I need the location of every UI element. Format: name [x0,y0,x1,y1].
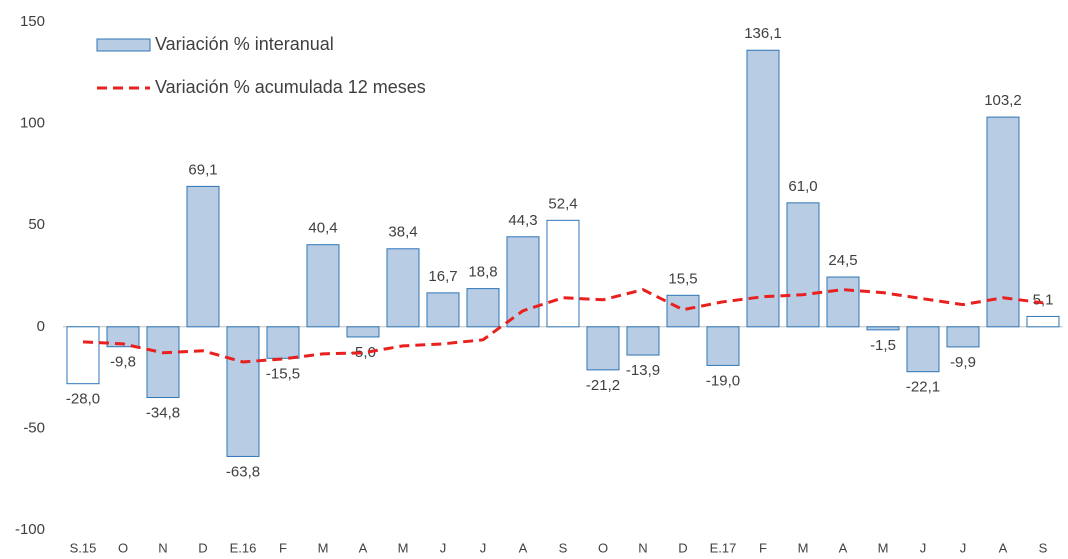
bar [346,326,380,338]
bar [466,288,500,328]
y-tick-label: -50 [23,419,45,436]
x-tick-label: D [678,540,687,555]
data-label: 136,1 [744,25,782,42]
x-tick-label: E.17 [710,540,737,555]
data-label: -63,8 [226,463,260,480]
legend-label: Variación % interanual [155,34,334,54]
y-tick-label: -100 [15,521,45,538]
data-label: 16,7 [428,268,457,285]
x-tick-label: E.16 [230,540,257,555]
data-label: -19,0 [706,372,740,389]
data-label: -21,2 [586,377,620,394]
bar [266,326,300,359]
x-tick-label: M [318,540,329,555]
bar [1026,315,1060,328]
data-label: 15,5 [668,270,697,287]
data-label: 38,4 [388,224,417,241]
data-label: 103,2 [984,92,1022,109]
data-label: 18,8 [468,264,497,281]
line [82,288,1044,364]
data-label: -9,9 [950,354,976,371]
x-tick-label: N [638,540,647,555]
legend-swatch [96,38,151,52]
x-tick-label: S [1039,540,1048,555]
bar [186,185,220,328]
bar [226,326,260,457]
data-label: 52,4 [548,195,577,212]
y-tick-label: 0 [37,318,45,335]
x-tick-label: F [279,540,287,555]
bar [666,294,700,328]
y-tick-label: 100 [20,115,45,132]
data-label: 5,1 [1033,291,1054,308]
x-tick-label: M [878,540,889,555]
data-label: -15,5 [266,365,300,382]
bar [306,244,340,328]
bar [786,202,820,328]
y-tick-label: 50 [28,216,45,233]
data-label: 44,3 [508,212,537,229]
bar [866,326,900,331]
data-label: 61,0 [788,178,817,195]
bar [826,276,860,328]
data-label: 69,1 [188,161,217,178]
bar [146,326,180,399]
x-tick-label: M [798,540,809,555]
x-tick-label: J [960,540,967,555]
x-tick-label: M [398,540,409,555]
x-tick-label: S [559,540,568,555]
data-label: -9,8 [110,354,136,371]
data-label: 24,5 [828,252,857,269]
bar [106,326,140,348]
data-label: -28,0 [66,391,100,408]
x-tick-label: A [519,540,528,555]
x-tick-label: A [359,540,368,555]
bar [906,326,940,373]
x-tick-label: A [999,540,1008,555]
data-label: -5,0 [350,344,376,361]
data-label: -34,8 [146,404,180,421]
bar [706,326,740,366]
data-label: -22,1 [906,379,940,396]
x-tick-label: J [440,540,447,555]
bar [586,326,620,371]
bar [66,326,100,385]
x-tick-label: F [759,540,767,555]
x-tick-label: N [158,540,167,555]
y-tick-label: 150 [20,13,45,30]
bar [986,116,1020,328]
x-tick-label: A [839,540,848,555]
bar [506,236,540,328]
bar [546,219,580,328]
x-tick-label: O [118,540,128,555]
legend-label: Variación % acumulada 12 meses [155,77,426,97]
data-label: -13,9 [626,362,660,379]
x-tick-label: S.15 [70,540,97,555]
bar [426,292,460,328]
data-label: 40,4 [308,220,337,237]
bar [946,326,980,348]
x-tick-label: J [480,540,487,555]
x-tick-label: J [920,540,927,555]
bar [746,49,780,328]
x-tick-label: D [198,540,207,555]
data-label: -1,5 [870,337,896,354]
x-tick-label: O [598,540,608,555]
bar [626,326,660,356]
bar [386,248,420,328]
